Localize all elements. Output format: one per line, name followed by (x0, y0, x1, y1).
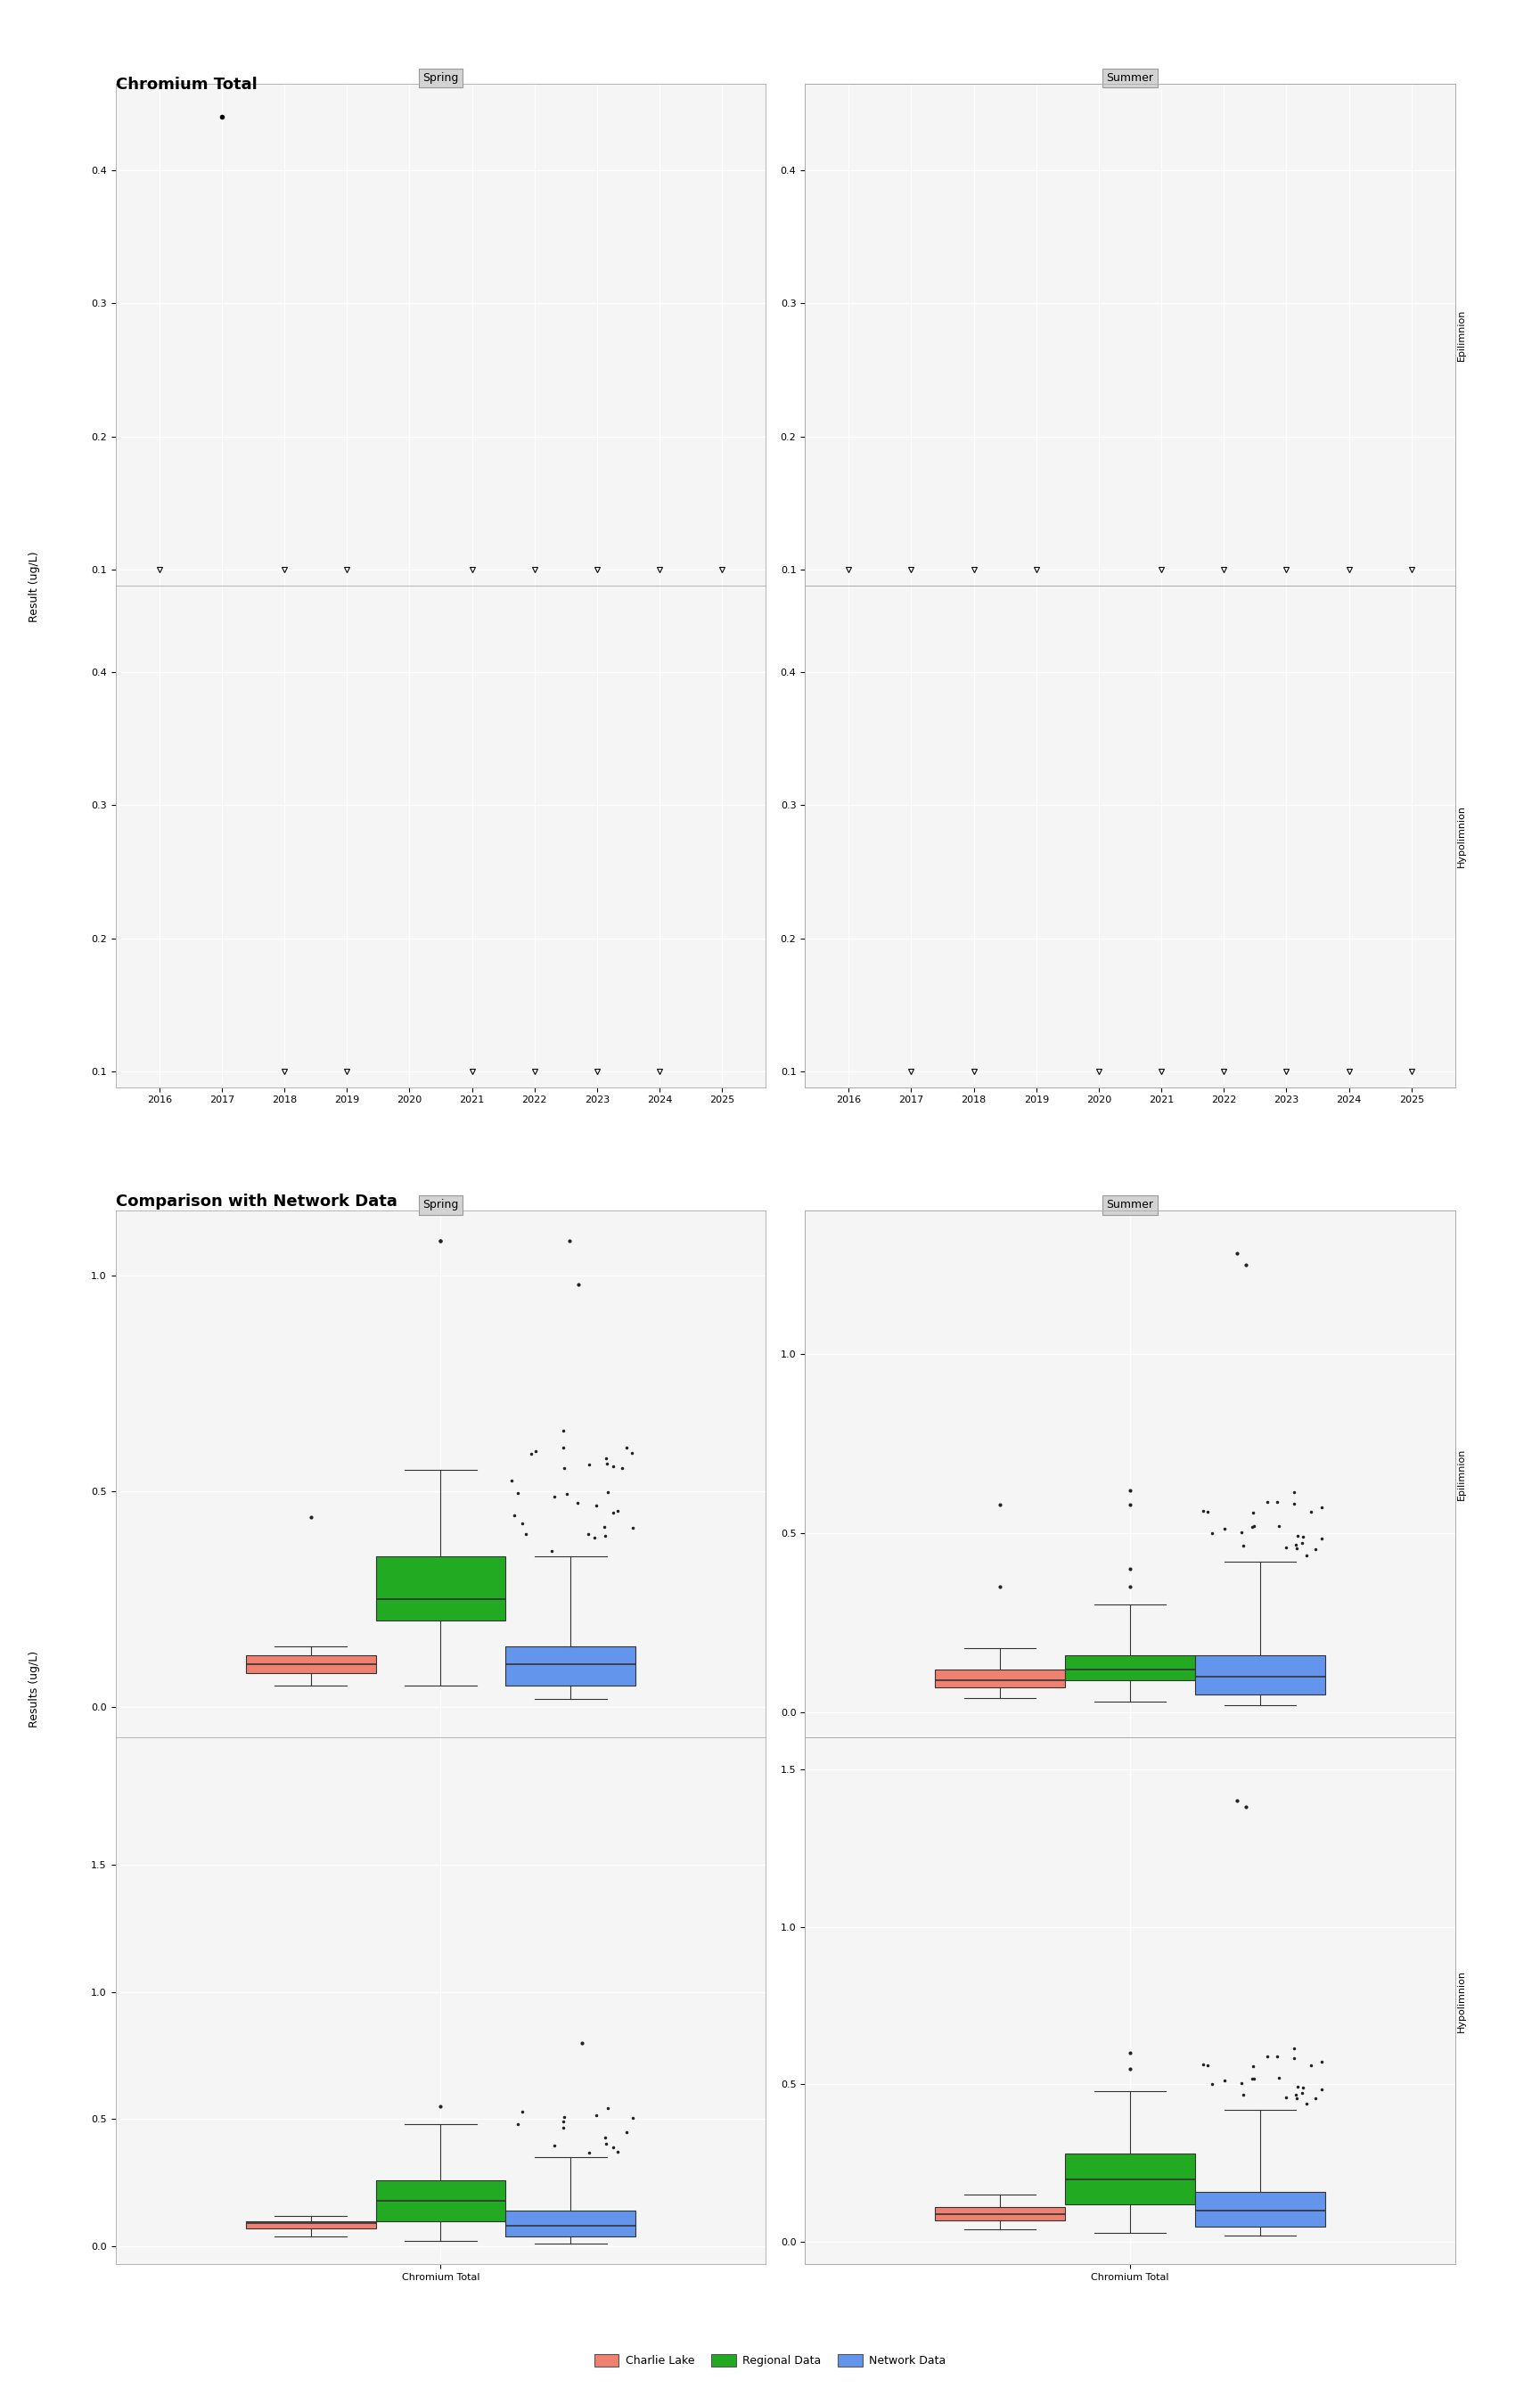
Text: Chromium Total: Chromium Total (116, 77, 257, 93)
Bar (245, 2221, 376, 2228)
Bar (245, 1656, 376, 1672)
Y-axis label: Epilimnion: Epilimnion (1457, 1447, 1466, 1500)
Text: Comparison with Network Data: Comparison with Network Data (116, 1193, 397, 1210)
Bar (935, 2207, 1066, 2221)
Text: Result (ug/L): Result (ug/L) (28, 551, 40, 623)
Title: Spring: Spring (422, 1198, 459, 1210)
Bar (1195, 2192, 1326, 2226)
Bar (935, 1670, 1066, 1687)
Bar (376, 2180, 505, 2221)
Y-axis label: Hypolimnion: Hypolimnion (1457, 805, 1466, 867)
Bar (1066, 2154, 1195, 2204)
Title: Summer: Summer (1106, 1198, 1153, 1210)
Legend: Charlie Lake, Regional Data, Network Data: Charlie Lake, Regional Data, Network Dat… (590, 2350, 950, 2372)
Bar (505, 2212, 636, 2235)
Bar (1066, 1656, 1195, 1680)
Text: Results (ug/L): Results (ug/L) (28, 1651, 40, 1728)
Title: Summer: Summer (1106, 72, 1153, 84)
Y-axis label: Epilimnion: Epilimnion (1457, 309, 1466, 362)
Bar (1195, 1656, 1326, 1694)
Title: Spring: Spring (422, 72, 459, 84)
Bar (376, 1555, 505, 1620)
Bar (505, 1646, 636, 1687)
Y-axis label: Hypolimnion: Hypolimnion (1457, 1970, 1466, 2032)
